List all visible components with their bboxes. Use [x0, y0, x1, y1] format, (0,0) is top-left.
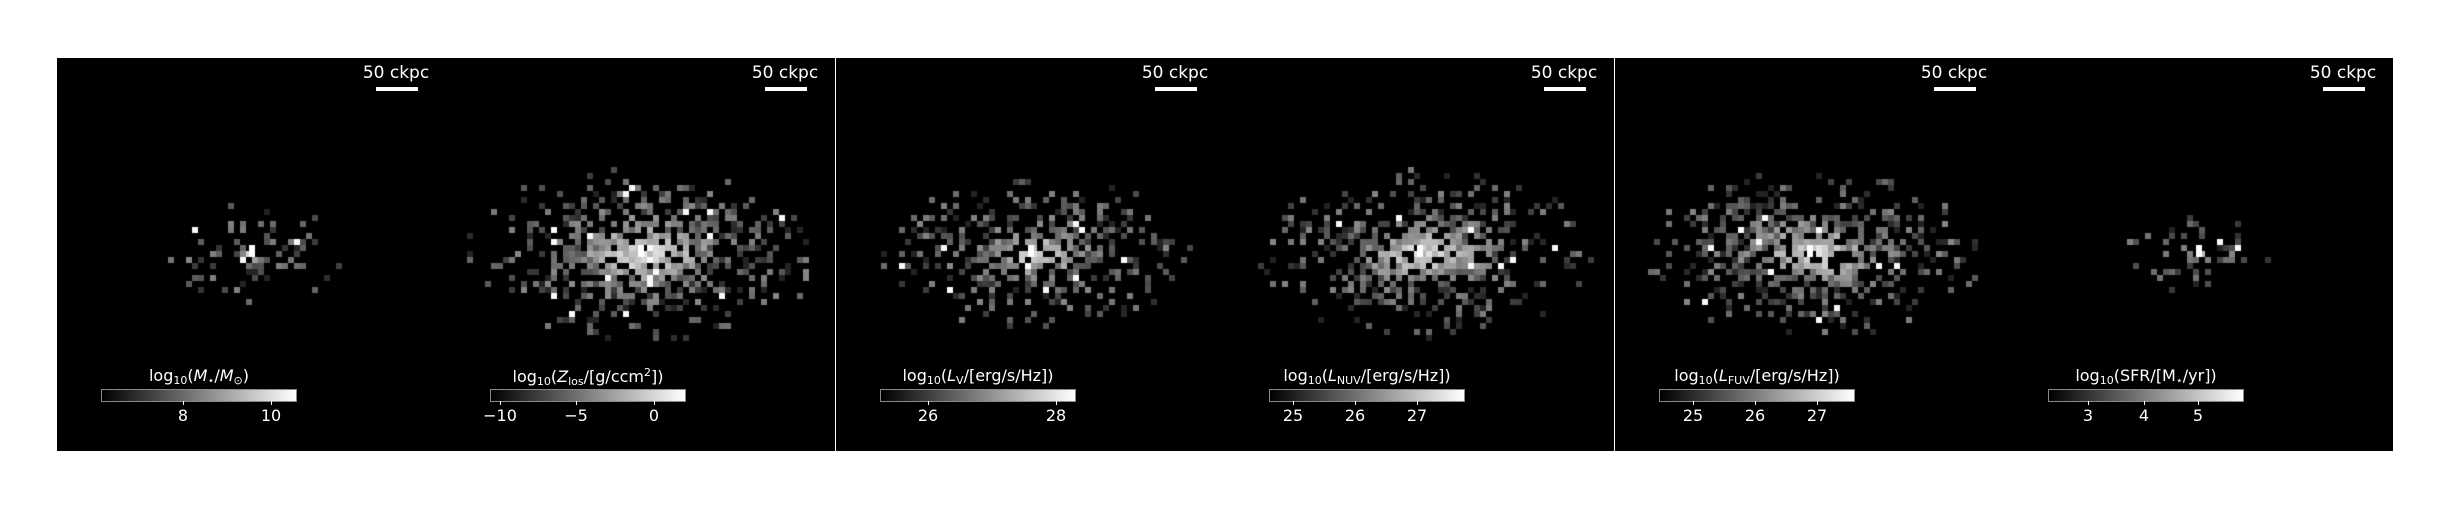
colorbar: log10(Zlos/[g/ccm2]) −10 −5 0: [483, 366, 686, 438]
colorbar-tick: [1355, 401, 1356, 405]
scalebar-line: [1544, 87, 1586, 91]
map-image-metallicity: [446, 58, 835, 451]
colorbar-label: log10(LNUV/[erg/s/Hz]): [1283, 366, 1451, 387]
colorbar-tick-label: 26: [1344, 406, 1366, 425]
colorbar-gradient: [490, 389, 686, 402]
colorbar-tick-label: 10: [260, 406, 282, 425]
colorbar-tick-label: 8: [177, 406, 189, 425]
colorbar-tick-label: 4: [2138, 406, 2150, 425]
scalebar: 50 ckpc: [1531, 58, 1597, 98]
scalebar-line: [376, 87, 418, 91]
colorbar-tick-label: 27: [1406, 406, 1428, 425]
colorbar-tick: [1817, 401, 1818, 405]
colorbar-tick-label: −10: [483, 406, 517, 425]
scalebar-label: 50 ckpc: [362, 63, 430, 83]
scalebar-label: 50 ckpc: [2309, 63, 2377, 83]
colorbar-tick: [1417, 401, 1418, 405]
colorbar: log10(LV/[erg/s/Hz]) 26 28: [880, 366, 1076, 438]
colorbar: log10(SFR/[M⋆/yr]) 3 4 5: [2048, 366, 2244, 438]
colorbar-tick: [271, 401, 272, 405]
colorbar-tick-label: 26: [1744, 406, 1766, 425]
colorbar-tick-label: 0: [648, 406, 660, 425]
colorbar: log10(LFUV/[erg/s/Hz]) 25 26 27: [1659, 366, 1855, 438]
scalebar-label: 50 ckpc: [751, 63, 819, 83]
colorbar-tick: [1293, 401, 1294, 405]
map-panel-stellar-mass: 50 ckpc log10(M⋆/M⊙) 8 10: [57, 58, 446, 451]
scalebar-line: [2323, 87, 2365, 91]
colorbar: log10(M⋆/M⊙) 8 10: [101, 366, 297, 438]
colorbar-tick: [2088, 401, 2089, 405]
scalebar-label: 50 ckpc: [1920, 63, 1988, 83]
colorbar-gradient: [880, 389, 1076, 402]
colorbar-label: log10(M⋆/M⊙): [148, 366, 249, 387]
galaxy-map-figure: 50 ckpc log10(M⋆/M⊙) 8 10 50 ckpc log10(Zlos/…: [57, 58, 2393, 451]
colorbar-gradient: [101, 389, 297, 402]
map-panel-metallicity: 50 ckpc log10(Zlos/[g/ccm2]) −10 −5 0: [446, 58, 835, 451]
colorbar-label: log10(LFUV/[erg/s/Hz]): [1674, 366, 1840, 387]
scalebar: 50 ckpc: [2310, 58, 2376, 98]
colorbar-tick: [1693, 401, 1694, 405]
scalebar: 50 ckpc: [363, 58, 429, 98]
colorbar-tick: [1056, 401, 1057, 405]
map-panel-v-band: 50 ckpc log10(LV/[erg/s/Hz]) 26 28: [836, 58, 1225, 451]
colorbar-tick: [2198, 401, 2199, 405]
map-image-v-band: [836, 58, 1225, 451]
map-panel-sfr: 50 ckpc log10(SFR/[M⋆/yr]) 3 4 5: [2004, 58, 2393, 451]
map-image-nuv: [1225, 58, 1614, 451]
colorbar-tick: [928, 401, 929, 405]
map-image-fuv: [1615, 58, 2004, 451]
colorbar-tick: [1755, 401, 1756, 405]
scalebar-line: [1934, 87, 1976, 91]
colorbar-tick-label: 28: [1045, 406, 1067, 425]
map-image-stellar-mass: [57, 58, 446, 451]
map-panel-nuv: 50 ckpc log10(LNUV/[erg/s/Hz]) 25 26 27: [1225, 58, 1614, 451]
colorbar-tick-label: 5: [2192, 406, 2204, 425]
scalebar-line: [765, 87, 807, 91]
colorbar-gradient: [2048, 389, 2244, 402]
map-panel-fuv: 50 ckpc log10(LFUV/[erg/s/Hz]) 25 26 27: [1615, 58, 2004, 451]
colorbar-tick-label: 3: [2082, 406, 2094, 425]
scalebar: 50 ckpc: [1921, 58, 1987, 98]
colorbar-tick-label: 25: [1282, 406, 1304, 425]
scalebar-label: 50 ckpc: [1530, 63, 1598, 83]
map-image-sfr: [2004, 58, 2393, 451]
colorbar-tick-label: 25: [1682, 406, 1704, 425]
colorbar-tick: [183, 401, 184, 405]
scalebar-line: [1155, 87, 1197, 91]
colorbar-tick-label: 26: [917, 406, 939, 425]
scalebar-label: 50 ckpc: [1141, 63, 1209, 83]
colorbar: log10(LNUV/[erg/s/Hz]) 25 26 27: [1269, 366, 1465, 438]
colorbar-label: log10(SFR/[M⋆/yr]): [2075, 366, 2217, 387]
colorbar-gradient: [1659, 389, 1855, 402]
colorbar-gradient: [1269, 389, 1465, 402]
colorbar-tick: [2144, 401, 2145, 405]
colorbar-tick: [576, 401, 577, 405]
colorbar-label: log10(Zlos/[g/ccm2]): [512, 366, 664, 388]
colorbar-label: log10(LV/[erg/s/Hz]): [902, 366, 1054, 387]
colorbar-tick: [500, 401, 501, 405]
colorbar-tick: [654, 401, 655, 405]
colorbar-tick-label: −5: [564, 406, 588, 425]
scalebar: 50 ckpc: [1142, 58, 1208, 98]
colorbar-tick-label: 27: [1806, 406, 1828, 425]
scalebar: 50 ckpc: [752, 58, 818, 98]
